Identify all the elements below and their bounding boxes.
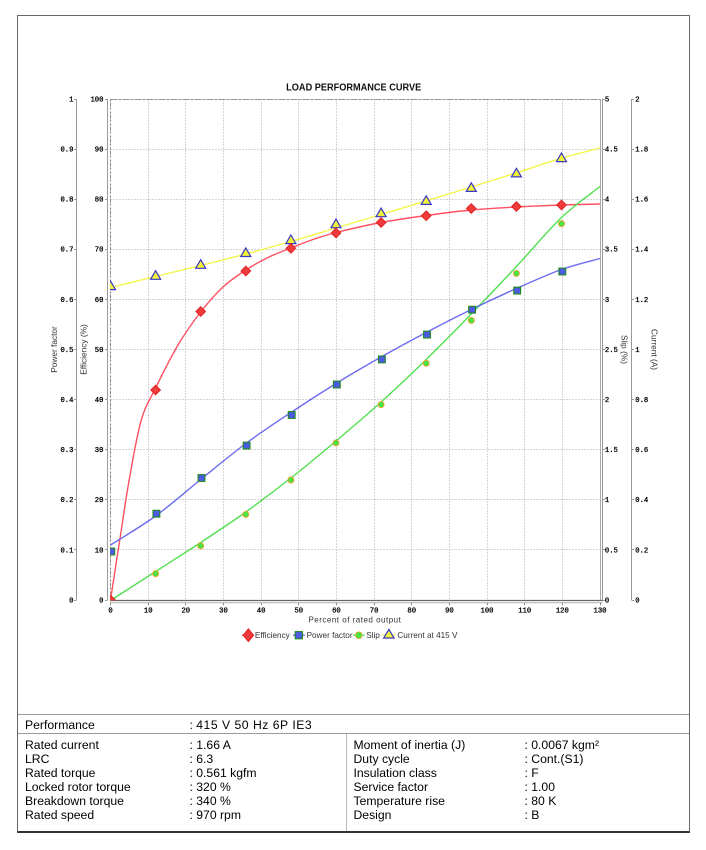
svg-text:60: 60 (95, 297, 104, 305)
svg-text:2.5: 2.5 (605, 347, 618, 355)
svg-text:1.2: 1.2 (635, 297, 648, 305)
svg-text:2: 2 (605, 397, 609, 405)
svg-text:0.9: 0.9 (60, 147, 73, 155)
svg-text:10: 10 (95, 547, 104, 555)
svg-text:Efficiency (%): Efficiency (%) (79, 324, 89, 375)
svg-text:0.8: 0.8 (635, 397, 648, 405)
svg-text:1: 1 (605, 497, 609, 505)
svg-text:30: 30 (95, 447, 104, 455)
svg-text:4: 4 (605, 197, 609, 205)
svg-text:Current at 415 V: Current at 415 V (397, 631, 458, 640)
svg-text:0.1: 0.1 (60, 547, 73, 555)
svg-text:130: 130 (594, 608, 607, 616)
svg-text:0: 0 (635, 597, 639, 605)
svg-text:0.4: 0.4 (635, 497, 648, 505)
svg-text:0: 0 (69, 597, 73, 605)
svg-text:2: 2 (635, 96, 639, 104)
svg-text:0: 0 (108, 608, 112, 616)
svg-text:80: 80 (407, 608, 416, 616)
svg-text:1.4: 1.4 (635, 247, 648, 255)
svg-text:90: 90 (95, 147, 104, 155)
svg-text:1: 1 (635, 347, 639, 355)
svg-text:5: 5 (605, 96, 609, 104)
svg-text:30: 30 (219, 608, 228, 616)
svg-text:120: 120 (556, 608, 569, 616)
svg-text:Power factor: Power factor (49, 326, 59, 373)
svg-text:Current (A): Current (A) (650, 329, 660, 370)
svg-text:0.2: 0.2 (60, 497, 73, 505)
svg-text:0.3: 0.3 (60, 447, 73, 455)
svg-text:20: 20 (181, 608, 190, 616)
svg-text:40: 40 (257, 608, 266, 616)
svg-text:0.5: 0.5 (60, 347, 73, 355)
svg-text:50: 50 (294, 608, 303, 616)
svg-text:60: 60 (332, 608, 341, 616)
svg-text:4.5: 4.5 (605, 147, 618, 155)
svg-text:Percent of rated output: Percent of rated output (308, 615, 401, 624)
svg-text:100: 100 (481, 608, 494, 616)
svg-text:1.5: 1.5 (605, 447, 618, 455)
svg-text:Efficiency: Efficiency (255, 631, 291, 640)
svg-text:40: 40 (95, 397, 104, 405)
svg-text:Slip (%): Slip (%) (620, 335, 630, 364)
svg-text:0.6: 0.6 (635, 447, 648, 455)
svg-text:70: 70 (95, 247, 104, 255)
svg-text:0.5: 0.5 (605, 547, 618, 555)
svg-text:3: 3 (605, 297, 609, 305)
svg-text:90: 90 (445, 608, 454, 616)
svg-text:Power factor: Power factor (307, 631, 353, 640)
svg-text:0.4: 0.4 (60, 397, 73, 405)
svg-text:0: 0 (605, 597, 609, 605)
svg-text:1: 1 (69, 96, 73, 104)
svg-text:LOAD PERFORMANCE CURVE: LOAD PERFORMANCE CURVE (286, 82, 421, 94)
svg-text:70: 70 (370, 608, 379, 616)
svg-text:1.8: 1.8 (635, 147, 648, 155)
svg-text:3.5: 3.5 (605, 247, 618, 255)
svg-text:Slip: Slip (366, 631, 380, 640)
svg-text:0.7: 0.7 (60, 247, 73, 255)
svg-text:0.8: 0.8 (60, 197, 73, 205)
svg-text:80: 80 (95, 197, 104, 205)
svg-text:110: 110 (518, 608, 531, 616)
svg-text:100: 100 (90, 96, 103, 104)
svg-text:0: 0 (99, 597, 103, 605)
svg-text:20: 20 (95, 497, 104, 505)
svg-text:50: 50 (95, 347, 104, 355)
svg-text:1.6: 1.6 (635, 197, 648, 205)
svg-text:0.2: 0.2 (635, 547, 648, 555)
svg-text:10: 10 (144, 608, 153, 616)
svg-text:0.6: 0.6 (60, 297, 73, 305)
